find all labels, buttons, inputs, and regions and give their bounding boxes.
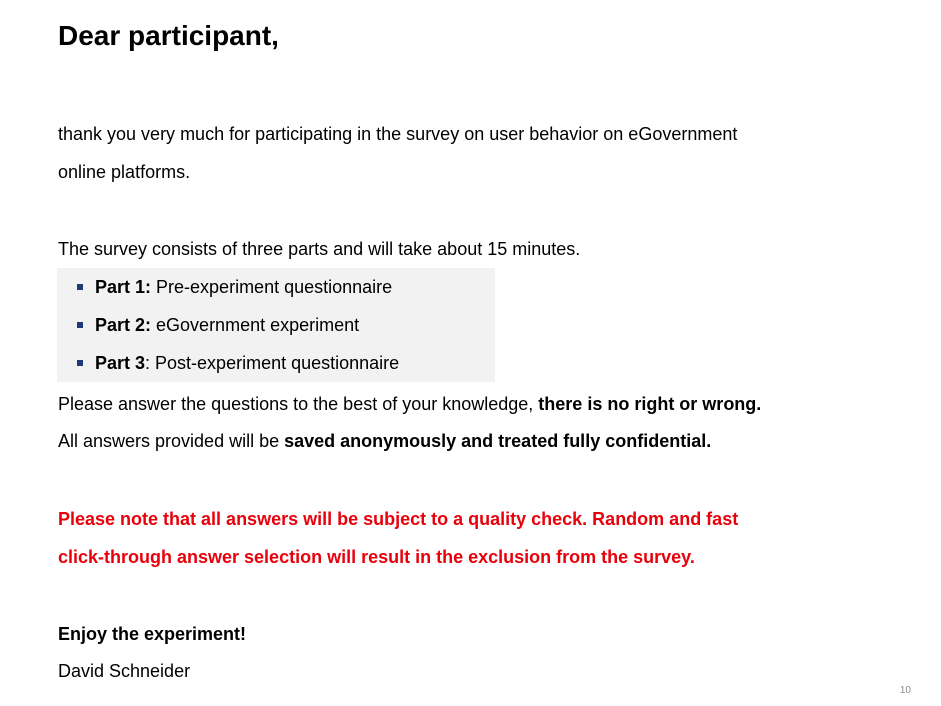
answer-note: Please answer the questions to the best … xyxy=(58,392,761,416)
part-item-1: Part 1: Pre-experiment questionnaire xyxy=(77,275,393,299)
signature: David Schneider xyxy=(58,661,191,681)
part-label: Part 3 xyxy=(95,353,146,373)
intro-line-2: online platforms. xyxy=(58,162,191,182)
part-item-2: Part 2: eGovernment experiment xyxy=(77,313,360,337)
part-label: Part 2: xyxy=(95,315,152,335)
survey-info: The survey consists of three parts and w… xyxy=(58,239,581,259)
part-text: Pre-experiment questionnaire xyxy=(151,277,393,297)
part-item-3: Part 3: Post-experiment questionnaire xyxy=(77,351,400,375)
closing-text: Enjoy the experiment! xyxy=(58,624,247,644)
part-text: eGovernment experiment xyxy=(151,315,360,335)
part-label: Part 1: xyxy=(95,277,152,297)
page-number: 10 xyxy=(899,685,911,696)
part-text: : Post-experiment questionnaire xyxy=(145,353,400,373)
anonymity-note: All answers provided will be saved anony… xyxy=(58,429,711,453)
answer-note-bold: there is no right or wrong. xyxy=(538,394,762,414)
warning-line-1: Please note that all answers will be sub… xyxy=(58,509,739,529)
page-title: Dear participant, xyxy=(58,20,279,51)
warning-line-2: click-through answer selection will resu… xyxy=(58,547,695,567)
bullet-icon xyxy=(77,322,83,328)
bullet-icon xyxy=(77,360,83,366)
anonymity-note-bold: saved anonymously and treated fully conf… xyxy=(284,431,712,451)
closing: Enjoy the experiment! xyxy=(58,622,246,646)
intro-line-1: thank you very much for participating in… xyxy=(58,124,738,144)
bullet-icon xyxy=(77,284,83,290)
answer-note-text: Please answer the questions to the best … xyxy=(58,394,539,414)
parts-list xyxy=(57,268,495,382)
anonymity-note-text: All answers provided will be xyxy=(58,431,285,451)
